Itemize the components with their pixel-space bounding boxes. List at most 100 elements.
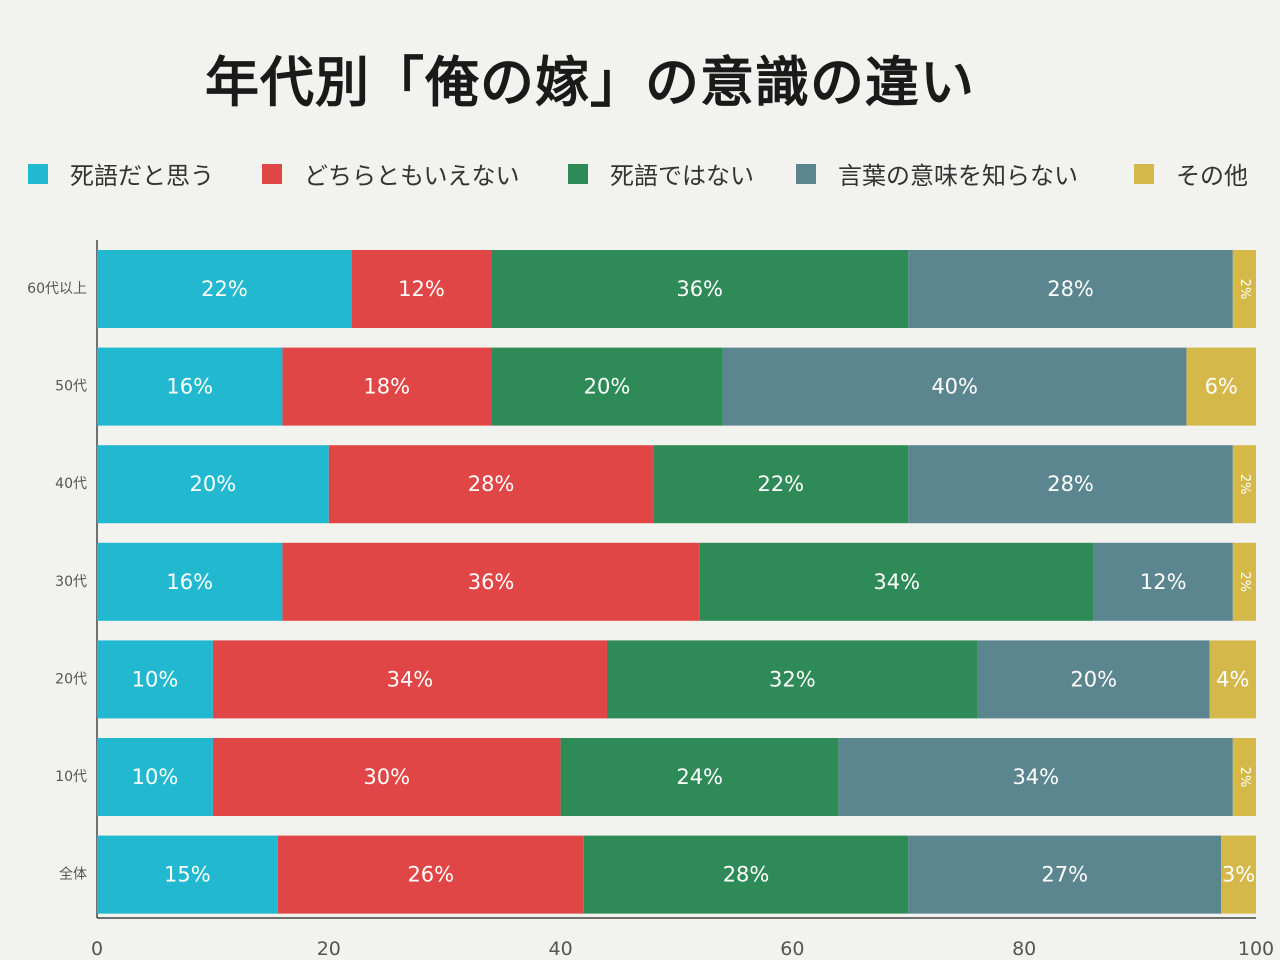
x-tick-label: 60 xyxy=(780,938,804,960)
data-label: 12% xyxy=(1140,570,1187,594)
legend-label: 言葉の意味を知らない xyxy=(838,162,1078,190)
legend-swatch xyxy=(568,163,588,184)
data-label: 20% xyxy=(1070,667,1117,691)
data-label: 24% xyxy=(676,765,723,789)
data-label: 15% xyxy=(164,863,211,887)
bar-segment xyxy=(606,640,978,719)
data-label: 22% xyxy=(201,277,248,301)
data-label: 28% xyxy=(1047,277,1094,301)
bar-segment xyxy=(583,835,909,914)
bar-segment xyxy=(97,250,352,328)
x-tick-label: 20 xyxy=(317,938,341,960)
legend: 死語だと思う どちらともいえない 死語ではない 言葉の意味を知らない その他 xyxy=(28,156,1268,196)
data-label: 27% xyxy=(1041,863,1088,887)
bar-segment xyxy=(908,445,1233,524)
legend-swatch xyxy=(796,163,816,184)
bar-segment xyxy=(328,445,654,524)
legend-swatch xyxy=(1134,163,1154,184)
data-label: 20% xyxy=(190,472,237,496)
y-tick-label: 20代 xyxy=(55,671,87,687)
bar-segment xyxy=(699,542,1094,621)
legend-label: その他 xyxy=(1176,162,1248,190)
data-label: 28% xyxy=(723,863,770,887)
bar-segment xyxy=(908,250,1233,328)
bar-segment xyxy=(212,738,561,816)
x-tick-label: 80 xyxy=(1012,938,1036,960)
data-label: 12% xyxy=(398,277,445,301)
data-label: 2% xyxy=(1237,767,1252,788)
y-tick-label: 60代以上 xyxy=(27,281,87,297)
data-label: 2% xyxy=(1237,279,1252,300)
data-label: 28% xyxy=(1047,472,1094,496)
data-label: 2% xyxy=(1237,474,1252,495)
bar-segment xyxy=(491,347,723,426)
bar-segment xyxy=(282,542,700,621)
x-tick-label: 40 xyxy=(549,938,573,960)
data-label: 10% xyxy=(132,667,179,691)
legend-swatch xyxy=(28,163,48,184)
bar-segment xyxy=(1209,640,1256,719)
bar-segment xyxy=(1232,445,1256,524)
data-label: 22% xyxy=(757,472,804,496)
legend-swatch xyxy=(262,163,282,184)
data-label: 40% xyxy=(931,375,978,399)
x-tick-label: 0 xyxy=(91,938,103,960)
legend-label: 死語だと思う xyxy=(70,162,214,190)
bar-segment xyxy=(722,347,1187,426)
bar-segment xyxy=(653,445,909,524)
legend-label: どちらともいえない xyxy=(304,162,520,190)
legend-item-shigo-dewa-nai: 死語ではない xyxy=(568,156,754,191)
bar-segment xyxy=(97,738,213,816)
y-tick-label: 30代 xyxy=(55,574,87,590)
data-label: 4% xyxy=(1216,667,1249,691)
data-label: 3% xyxy=(1222,863,1255,887)
legend-item-shigo-da-to-omou: 死語だと思う xyxy=(28,156,214,191)
chart-title: 年代別「俺の嫁」の意識の違い xyxy=(205,51,975,114)
bar-segment xyxy=(1186,347,1256,426)
bar-segment xyxy=(908,835,1222,914)
y-tick-label: 10代 xyxy=(55,769,87,785)
legend-item-imi-wo-shiranai: 言葉の意味を知らない xyxy=(796,156,1078,191)
legend-label: 死語ではない xyxy=(610,162,754,190)
data-label: 26% xyxy=(407,863,454,887)
data-label: 34% xyxy=(387,667,434,691)
data-label: 16% xyxy=(166,375,213,399)
data-label: 20% xyxy=(584,375,631,399)
bar-segment xyxy=(351,250,492,328)
data-label: 36% xyxy=(676,277,723,301)
data-label: 30% xyxy=(363,765,410,789)
bar-segment xyxy=(560,738,839,816)
y-tick-label: 全体 xyxy=(59,866,87,883)
bar-segment xyxy=(491,250,909,328)
bar-segment xyxy=(1232,738,1256,816)
legend-item-dochira-tomo: どちらともいえない xyxy=(262,156,520,191)
data-label: 34% xyxy=(873,570,920,594)
bar-segment xyxy=(1093,542,1233,621)
legend-item-sonota: その他 xyxy=(1134,156,1248,191)
data-label: 10% xyxy=(132,765,179,789)
y-tick-label: 50代 xyxy=(55,379,87,395)
data-label: 16% xyxy=(166,570,213,594)
data-label: 28% xyxy=(468,472,515,496)
bar-segment xyxy=(838,738,1233,816)
y-tick-label: 40代 xyxy=(55,476,87,492)
data-label: 34% xyxy=(1012,765,1059,789)
bar-segment xyxy=(1221,835,1256,914)
bar-segment xyxy=(277,835,584,914)
data-label: 32% xyxy=(769,667,816,691)
bar-segment xyxy=(97,640,213,719)
bar-segment xyxy=(977,640,1210,719)
bar-segment xyxy=(97,347,283,426)
bar-segment xyxy=(97,835,278,914)
bar-segment xyxy=(1232,542,1256,621)
data-label: 6% xyxy=(1205,375,1238,399)
data-label: 18% xyxy=(363,375,410,399)
bar-segment xyxy=(212,640,607,719)
bar-segment xyxy=(1232,250,1256,328)
data-label: 2% xyxy=(1237,571,1252,592)
x-tick-label: 100 xyxy=(1238,938,1274,960)
bar-segment xyxy=(282,347,492,426)
data-label: 36% xyxy=(468,570,515,594)
bar-segment xyxy=(97,542,283,621)
